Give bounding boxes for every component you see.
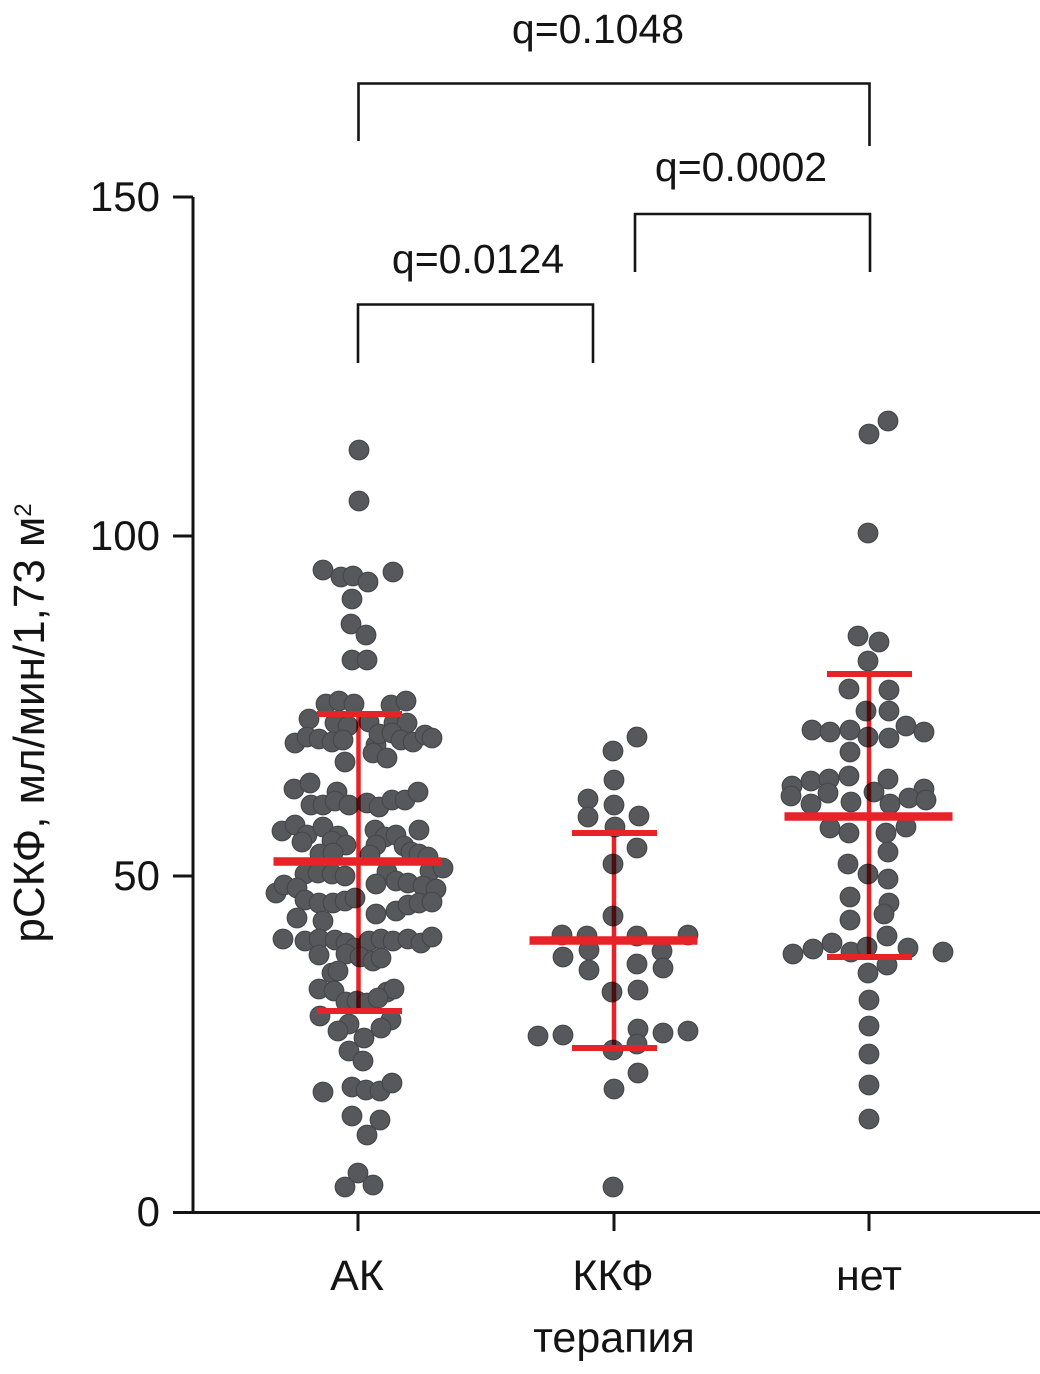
svg-text:ККФ: ККФ	[572, 1252, 653, 1300]
svg-text:150: 150	[90, 173, 160, 220]
svg-text:50: 50	[113, 852, 160, 899]
svg-text:терапия: терапия	[533, 1314, 695, 1362]
svg-text:q=0.1048: q=0.1048	[512, 6, 684, 52]
svg-text:рСКФ, мл/мин/1,73 м2: рСКФ, мл/мин/1,73 м2	[5, 503, 54, 942]
svg-text:0: 0	[137, 1188, 160, 1235]
svg-text:нет: нет	[836, 1252, 902, 1300]
svg-text:АК: АК	[330, 1252, 384, 1300]
svg-text:q=0.0002: q=0.0002	[655, 144, 827, 190]
svg-text:q=0.0124: q=0.0124	[392, 236, 564, 282]
svg-text:100: 100	[90, 512, 160, 559]
